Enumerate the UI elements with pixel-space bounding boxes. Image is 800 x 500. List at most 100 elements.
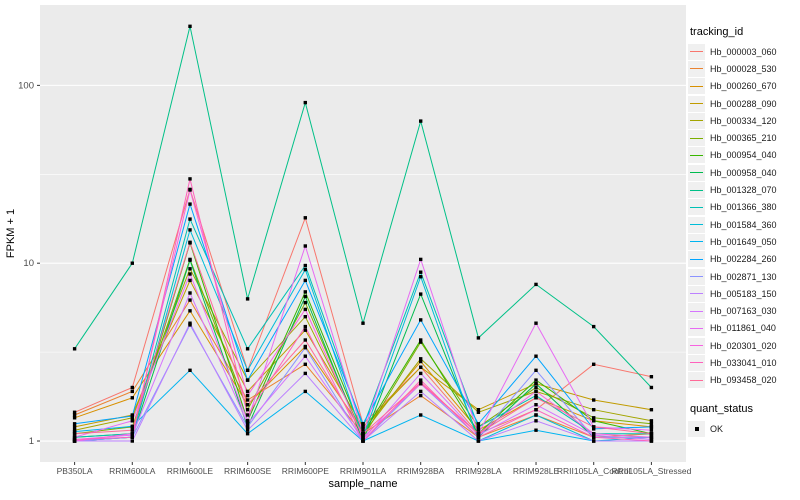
legend-item-label: Hb_000003_060 bbox=[710, 46, 777, 57]
series-color-line-icon bbox=[690, 103, 703, 105]
legend-key-box bbox=[688, 130, 705, 147]
data-point bbox=[303, 216, 307, 220]
data-point bbox=[649, 432, 654, 436]
legend-item-Hb_000954_040: Hb_000954_040 bbox=[688, 147, 800, 164]
data-point bbox=[592, 398, 596, 402]
data-point bbox=[419, 257, 423, 262]
data-point bbox=[592, 419, 596, 423]
plot-panel-background bbox=[40, 5, 686, 462]
data-point bbox=[303, 244, 307, 248]
legend-key-box bbox=[688, 320, 705, 337]
legend-item-label: Hb_000334_120 bbox=[710, 115, 777, 126]
legend-item-quant-OK: OK bbox=[688, 420, 800, 437]
data-point bbox=[130, 389, 134, 394]
data-point bbox=[419, 359, 423, 364]
data-point bbox=[188, 228, 192, 232]
legend-item-label: Hb_000260_670 bbox=[710, 81, 777, 92]
legend-items-tracking-id: Hb_000003_060 Hb_000028_530 Hb_000260_670 H… bbox=[688, 43, 800, 389]
data-point bbox=[72, 422, 77, 426]
data-point bbox=[361, 439, 365, 443]
legend-item-label: Hb_000028_530 bbox=[710, 63, 777, 74]
data-point bbox=[188, 291, 192, 295]
x-tick-label: PB350LA bbox=[57, 466, 93, 476]
data-point bbox=[130, 396, 134, 400]
data-point bbox=[476, 422, 481, 426]
data-point bbox=[188, 278, 192, 283]
series-color-line-icon bbox=[690, 345, 703, 347]
series-color-line-icon bbox=[690, 68, 703, 70]
data-point bbox=[303, 294, 307, 299]
data-point bbox=[534, 389, 538, 394]
data-point bbox=[303, 315, 307, 319]
legend-key-box bbox=[688, 60, 705, 77]
series-color-line-icon bbox=[690, 276, 703, 277]
data-point bbox=[476, 425, 481, 429]
data-point bbox=[592, 425, 596, 429]
data-point bbox=[130, 419, 134, 423]
data-point bbox=[188, 188, 192, 192]
x-tick-label: RRIM600PE bbox=[282, 466, 330, 476]
data-point bbox=[303, 278, 307, 283]
series-color-line-icon bbox=[690, 362, 703, 364]
legend-panel: tracking_id Hb_000003_060 Hb_000028_530 Hb… bbox=[688, 24, 800, 437]
legend-item-Hb_002284_260: Hb_002284_260 bbox=[688, 251, 800, 268]
legend-key-box bbox=[688, 199, 705, 216]
data-point bbox=[476, 435, 481, 439]
series-color-line-icon bbox=[690, 120, 703, 122]
x-axis-title: sample_name bbox=[328, 478, 397, 490]
legend-key-box bbox=[688, 95, 705, 112]
legend-title-tracking-id: tracking_id bbox=[690, 26, 744, 38]
legend-item-label: Hb_000365_210 bbox=[710, 133, 777, 144]
series-color-line-icon bbox=[690, 206, 703, 208]
data-point bbox=[534, 378, 538, 382]
legend-item-label: Hb_020301_020 bbox=[710, 340, 777, 351]
series-color-line-icon bbox=[690, 51, 703, 53]
data-point bbox=[303, 362, 307, 366]
data-point bbox=[72, 425, 77, 429]
legend-items-quant-status: OK bbox=[688, 420, 800, 437]
legend-item-Hb_007163_030: Hb_007163_030 bbox=[688, 302, 800, 320]
data-point bbox=[419, 119, 423, 123]
data-point bbox=[245, 432, 250, 436]
data-point bbox=[534, 408, 538, 412]
data-point bbox=[245, 413, 250, 417]
legend-item-Hb_001584_360: Hb_001584_360 bbox=[688, 216, 800, 233]
data-point bbox=[592, 408, 596, 412]
data-point bbox=[130, 428, 134, 432]
legend-item-Hb_000028_530: Hb_000028_530 bbox=[688, 60, 800, 77]
y-axis-title: FPKM + 1 bbox=[5, 209, 17, 258]
legend-item-label: Hb_000958_040 bbox=[710, 167, 777, 178]
data-point bbox=[303, 371, 307, 376]
data-point bbox=[245, 403, 250, 407]
legend-item-label: Hb_093458_020 bbox=[710, 375, 777, 386]
data-point bbox=[188, 258, 192, 262]
data-point bbox=[419, 380, 423, 385]
legend-item-Hb_011861_040: Hb_011861_040 bbox=[688, 320, 800, 337]
data-point bbox=[188, 240, 192, 244]
data-point bbox=[534, 393, 538, 398]
data-point bbox=[188, 272, 192, 276]
data-point bbox=[649, 419, 654, 423]
legend-key-box bbox=[688, 182, 705, 199]
data-point bbox=[419, 357, 423, 361]
data-point bbox=[245, 297, 250, 301]
data-point bbox=[419, 371, 423, 376]
data-point bbox=[72, 413, 77, 417]
data-point bbox=[592, 439, 596, 443]
legend-item-label: Hb_000288_090 bbox=[710, 98, 777, 109]
series-color-line-icon bbox=[690, 379, 703, 381]
series-color-line-icon bbox=[690, 327, 703, 329]
legend-key-box bbox=[688, 164, 705, 181]
data-point bbox=[534, 385, 538, 390]
series-color-line-icon bbox=[690, 137, 703, 139]
data-point bbox=[534, 396, 538, 400]
data-point bbox=[188, 309, 192, 313]
data-point bbox=[72, 437, 77, 442]
data-point bbox=[419, 338, 423, 342]
black-square-point-icon bbox=[694, 426, 699, 431]
data-point bbox=[245, 389, 250, 394]
legend-item-label: OK bbox=[710, 423, 724, 434]
legend-item-label: Hb_002871_130 bbox=[710, 271, 777, 282]
data-point bbox=[534, 419, 538, 423]
